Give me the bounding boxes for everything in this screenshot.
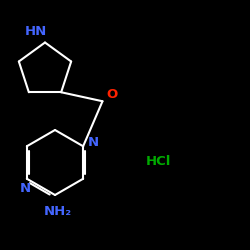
Text: HN: HN xyxy=(25,25,48,38)
Text: N: N xyxy=(88,136,99,149)
Text: NH₂: NH₂ xyxy=(44,205,72,218)
Text: HCl: HCl xyxy=(146,155,172,168)
Text: O: O xyxy=(107,88,118,102)
Text: N: N xyxy=(20,182,31,195)
